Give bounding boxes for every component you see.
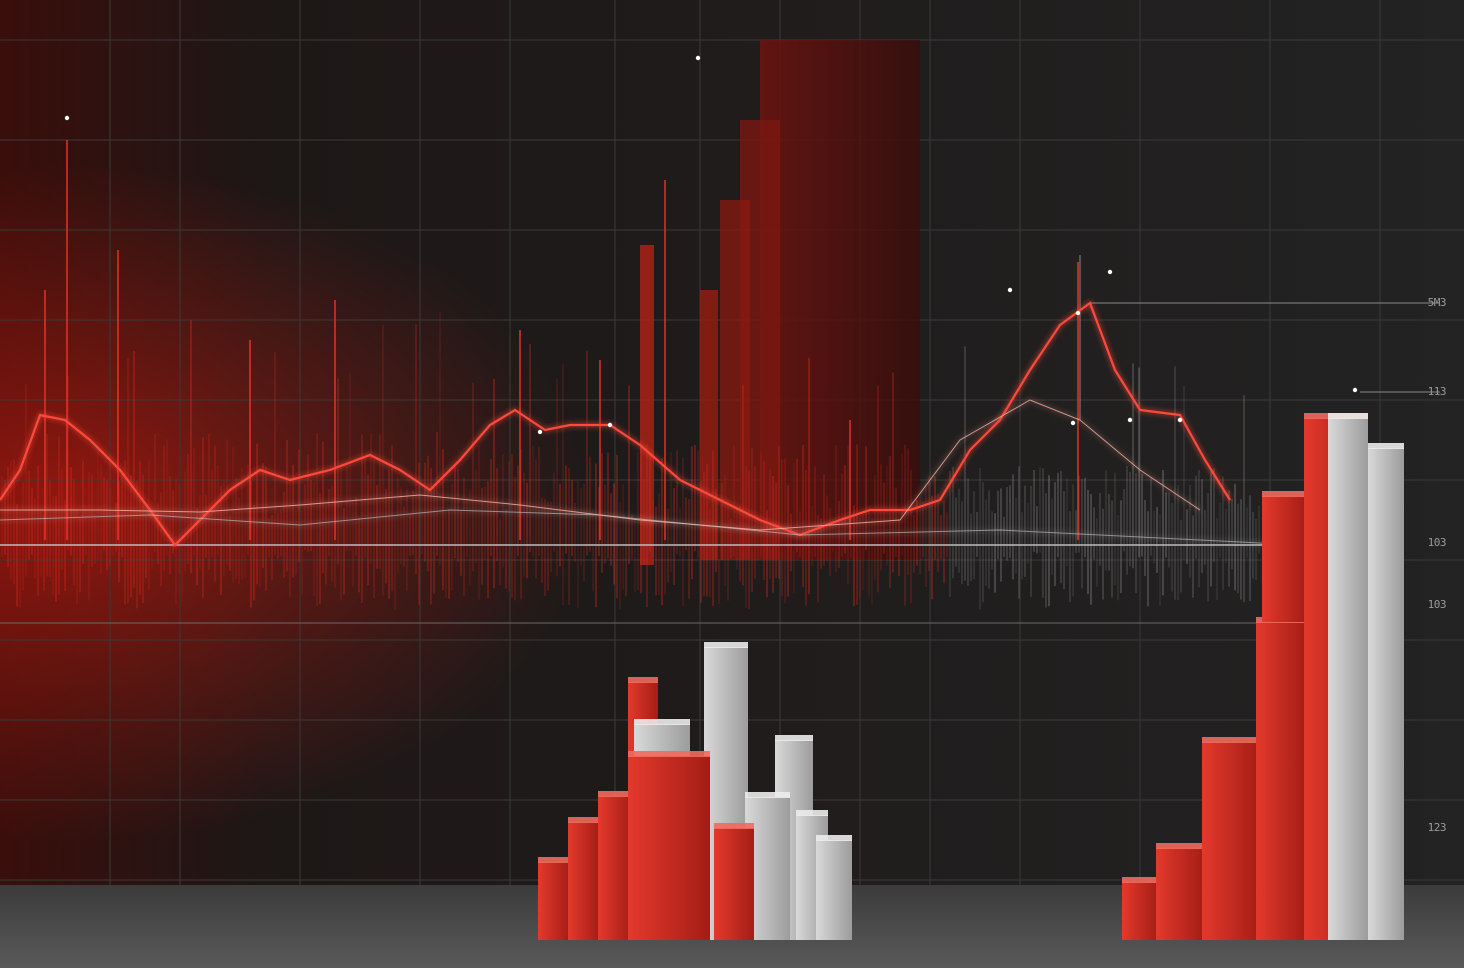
data-point <box>1177 417 1183 423</box>
bar-top <box>775 735 813 741</box>
spike-field <box>1 140 1260 610</box>
red-bar <box>598 791 632 940</box>
data-point <box>64 115 70 121</box>
bar-body <box>568 822 600 940</box>
big-red-columns <box>640 40 920 565</box>
bar-top <box>745 792 790 798</box>
bar-body <box>1156 848 1204 940</box>
bar-top <box>634 719 690 725</box>
red-bar <box>568 817 600 940</box>
axis-label-1: 5M3 <box>1427 296 1447 309</box>
bar-body <box>1328 418 1368 940</box>
bar-body <box>538 862 570 940</box>
bar-body <box>1122 882 1158 940</box>
bar-body <box>1262 496 1306 622</box>
grey-bar <box>1368 443 1404 940</box>
bar-top <box>1202 737 1260 743</box>
bar-top <box>816 835 852 841</box>
bar-top <box>628 751 710 757</box>
data-point <box>1007 287 1013 293</box>
data-points <box>64 55 1358 435</box>
bar-top <box>598 791 632 797</box>
bar-top <box>714 823 754 829</box>
horizontal-guides <box>0 255 1440 624</box>
bar-top <box>796 810 828 816</box>
red-bar <box>1262 491 1306 622</box>
data-point <box>1127 417 1133 423</box>
bar-top <box>628 677 658 683</box>
red-bar <box>1256 617 1306 940</box>
bar-top <box>568 817 600 823</box>
axis-label-5: 123 <box>1427 821 1447 834</box>
bar-top <box>704 642 748 648</box>
bar-top <box>1122 877 1158 883</box>
data-point <box>1107 269 1113 275</box>
red-bar <box>1122 877 1158 940</box>
data-point <box>537 429 543 435</box>
red-bar <box>714 823 754 940</box>
red-bar <box>1156 843 1204 940</box>
red-bar <box>538 857 570 940</box>
data-point <box>1352 387 1358 393</box>
bar-top <box>1328 413 1368 419</box>
bar-body <box>816 840 852 940</box>
axis-label-4: 103 <box>1427 598 1447 611</box>
bar-body <box>1202 742 1260 940</box>
axis-label-2: 113 <box>1427 385 1447 398</box>
grey-bar <box>816 835 852 940</box>
axis-label-3: 103 <box>1427 536 1447 549</box>
red-bar <box>628 751 710 940</box>
bar-top <box>1156 843 1204 849</box>
bar-body <box>1256 622 1306 940</box>
bar-body <box>628 756 710 940</box>
data-point <box>695 55 701 61</box>
data-point <box>1070 420 1076 426</box>
data-point <box>607 422 613 428</box>
bar-body <box>598 796 632 940</box>
bar-body <box>714 828 754 940</box>
grey-bar <box>1328 413 1368 940</box>
bar-top <box>538 857 570 863</box>
bar-top <box>1368 443 1404 449</box>
red-bar <box>1202 737 1260 940</box>
bar-group <box>538 413 1404 940</box>
trend-lines <box>0 301 1301 547</box>
data-point <box>1075 310 1081 316</box>
bar-body <box>1368 448 1404 940</box>
bar-top <box>1262 491 1306 497</box>
